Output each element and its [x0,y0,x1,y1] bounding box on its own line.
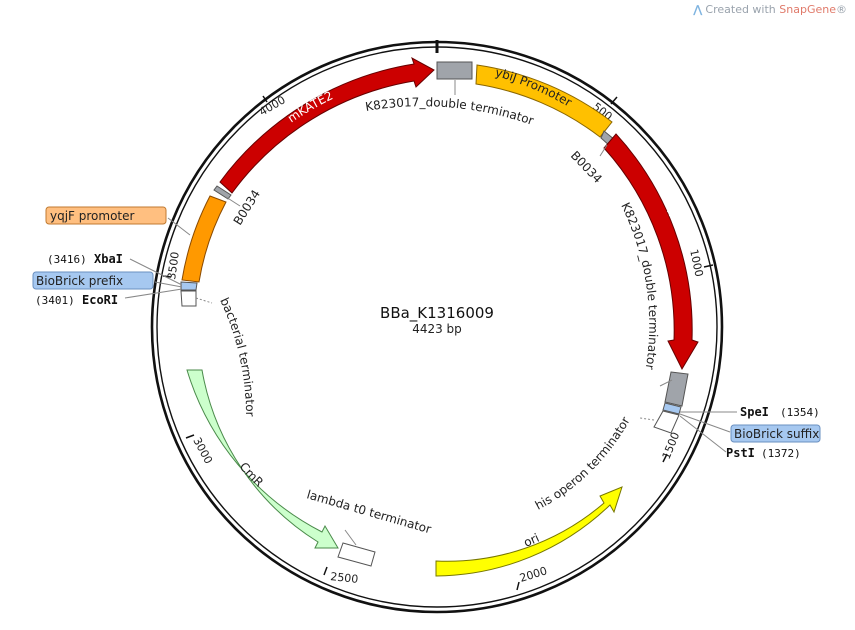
leader-b0034-right [599,144,608,157]
site-xbai[interactable]: (3416) XbaI [47,252,123,266]
backbone [150,40,724,614]
tick-4000 [262,95,268,103]
callout-biobrick-prefix[interactable]: BioBrick prefix [32,271,154,290]
snapgene-watermark: ⋀ Created with SnapGene® [693,3,847,16]
leader-lambda [344,529,357,546]
leader-psti [679,415,727,453]
feature-cmr[interactable] [186,369,339,549]
feature-lambda-t0[interactable] [337,542,376,567]
tick-label-1000: 1000 [687,248,706,278]
snapgene-logo-icon: ⋀ [693,3,703,16]
leader-b0034-left [225,196,241,207]
callout-yqjf[interactable]: yqjF promoter [45,206,167,225]
leader-ecori [124,288,183,299]
leader-yqjf [167,217,191,236]
feature-biobrick-prefix[interactable] [180,281,198,291]
leader-xbai [129,258,183,286]
feature-label-cmr: CmR [237,460,267,490]
label-k823017-top: K823017_double terminator [364,95,535,128]
callout-yqjf-text: yqjF promoter [50,209,135,223]
tick-1500 [662,453,668,463]
label-b0034-left: B0034 [231,187,263,227]
callout-biobrick-suffix[interactable]: BioBrick suffix [730,424,821,443]
watermark-brand: SnapGene [779,3,836,16]
feature-mkate2-right[interactable] [603,133,699,371]
site-psti-pos: (1372) [761,447,801,460]
callout-yqjf-box[interactable] [45,206,167,225]
feature-k823017-right[interactable] [664,371,689,407]
leader-prefix [154,281,183,288]
site-ecori-name: EcoRI [82,293,118,307]
feature-suffix-spacer [653,410,680,434]
feature-ori[interactable] [435,486,623,577]
feature-b0034-left[interactable] [213,185,232,200]
leader-suffix [679,413,731,433]
site-spei[interactable]: SpeI (1354) [740,405,820,419]
tick-label-3500: 3500 [165,251,182,281]
site-ecori-pos: (3401) [35,294,75,307]
site-psti-name: PstI [726,446,755,460]
tick-label-2000: 2000 [518,564,549,585]
feature-k823017-top[interactable] [436,61,473,80]
leader-lines [124,80,737,546]
leader-his-operon [639,417,655,421]
callout-suffix-text: BioBrick suffix [734,427,819,441]
watermark-mark: ® [836,3,847,16]
callout-prefix-box[interactable] [32,271,154,290]
leader-k823017-right [659,379,673,387]
feature-yqjf-promoter[interactable] [181,195,227,283]
feature-bacterial-terminator[interactable] [180,290,197,307]
site-xbai-pos: (3416) [47,253,87,266]
leader-bacterial [195,297,213,304]
tick-label-2500: 2500 [330,570,359,586]
tick-2500 [323,566,328,576]
tick-500 [610,96,618,105]
feature-mkate2-top[interactable] [219,56,435,194]
features: mKATE2 ybiJ Promoter mKATE2 ori CmR [180,56,699,577]
site-spei-name: SpeI [740,405,769,419]
site-psti[interactable]: PstI (1372) [726,446,801,460]
callout-prefix-text: BioBrick prefix [36,274,123,288]
tick-2000 [516,581,520,591]
feature-ybij-promoter[interactable] [475,64,613,138]
label-bacterial-terminator: bacterial terminator [217,295,257,416]
feature-biobrick-suffix[interactable] [662,402,682,415]
site-ecori[interactable]: (3401) EcoRI [35,293,118,307]
plasmid-length: 4423 bp [412,322,462,336]
tick-label-1500: 1500 [660,430,683,461]
watermark-prefix: Created with [705,3,776,16]
site-xbai-name: XbaI [94,252,123,266]
callout-suffix-box[interactable] [730,424,821,443]
tick-3000 [185,434,195,439]
tick-label-3000: 3000 [190,435,215,466]
label-b0034-right: B0034 [568,148,605,186]
site-spei-pos: (1354) [780,406,820,419]
tick-1000 [703,264,714,268]
plasmid-name: BBa_K1316009 [380,304,494,323]
feature-label-ori: ori [522,531,542,550]
tick-label-4000: 4000 [257,93,288,118]
